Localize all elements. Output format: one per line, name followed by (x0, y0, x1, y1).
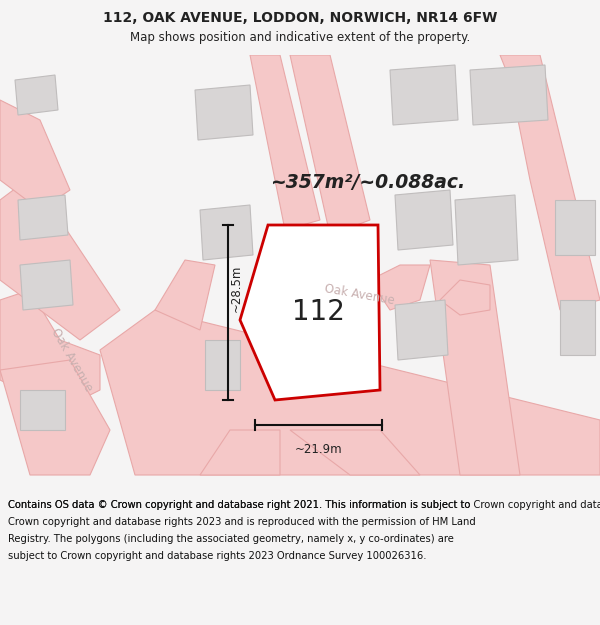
Polygon shape (390, 65, 458, 125)
Text: Contains OS data © Crown copyright and database right 2021. This information is : Contains OS data © Crown copyright and d… (8, 500, 470, 510)
Polygon shape (560, 300, 595, 355)
Text: Crown copyright and database rights 2023 and is reproduced with the permission o: Crown copyright and database rights 2023… (8, 517, 476, 527)
Text: 112, OAK AVENUE, LODDON, NORWICH, NR14 6FW: 112, OAK AVENUE, LODDON, NORWICH, NR14 6… (103, 11, 497, 25)
Polygon shape (555, 200, 595, 255)
Text: subject to Crown copyright and database rights 2023 Ordnance Survey 100026316.: subject to Crown copyright and database … (8, 551, 427, 561)
Polygon shape (100, 310, 600, 475)
Polygon shape (500, 55, 600, 310)
Text: 112, OAK AVENUE, LODDON, NORWICH, NR14 6FW: 112, OAK AVENUE, LODDON, NORWICH, NR14 6… (103, 12, 497, 26)
Polygon shape (200, 430, 280, 475)
Polygon shape (470, 65, 548, 125)
Text: ~28.5m: ~28.5m (229, 265, 242, 312)
Bar (0, 490, 600, 625)
Polygon shape (205, 340, 240, 390)
Polygon shape (290, 430, 420, 475)
Polygon shape (290, 55, 370, 235)
Polygon shape (18, 195, 68, 240)
Polygon shape (0, 360, 110, 475)
Polygon shape (455, 195, 518, 265)
Polygon shape (430, 260, 520, 475)
Text: Map shows position and indicative extent of the property.: Map shows position and indicative extent… (130, 31, 470, 44)
Text: Map shows position and indicative extent of the property.: Map shows position and indicative extent… (130, 39, 470, 52)
Text: Contains OS data © Crown copyright and database right 2021. This information is : Contains OS data © Crown copyright and d… (8, 500, 600, 510)
Polygon shape (0, 185, 120, 340)
Polygon shape (15, 75, 58, 115)
Polygon shape (195, 85, 253, 140)
Text: Oak Avenue: Oak Avenue (49, 326, 95, 394)
Text: ~21.9m: ~21.9m (295, 443, 343, 456)
Text: Oak Avenue: Oak Avenue (324, 282, 396, 308)
Polygon shape (0, 100, 70, 210)
Polygon shape (20, 390, 65, 430)
Polygon shape (200, 205, 253, 260)
Text: ~357m²/~0.088ac.: ~357m²/~0.088ac. (270, 173, 465, 191)
Polygon shape (395, 300, 448, 360)
Text: Registry. The polygons (including the associated geometry, namely x, y co-ordina: Registry. The polygons (including the as… (8, 534, 454, 544)
Polygon shape (0, 290, 100, 410)
Polygon shape (395, 190, 453, 250)
Polygon shape (370, 265, 430, 310)
Bar (0, 0, 600, 55)
Text: Contains OS data © Crown copyright and database right 2021. This information is : Contains OS data © Crown copyright and d… (6, 492, 600, 502)
Polygon shape (20, 260, 73, 310)
Polygon shape (240, 225, 380, 400)
Polygon shape (440, 280, 490, 315)
Polygon shape (250, 55, 320, 230)
Polygon shape (155, 260, 215, 330)
Text: 112: 112 (292, 298, 344, 326)
